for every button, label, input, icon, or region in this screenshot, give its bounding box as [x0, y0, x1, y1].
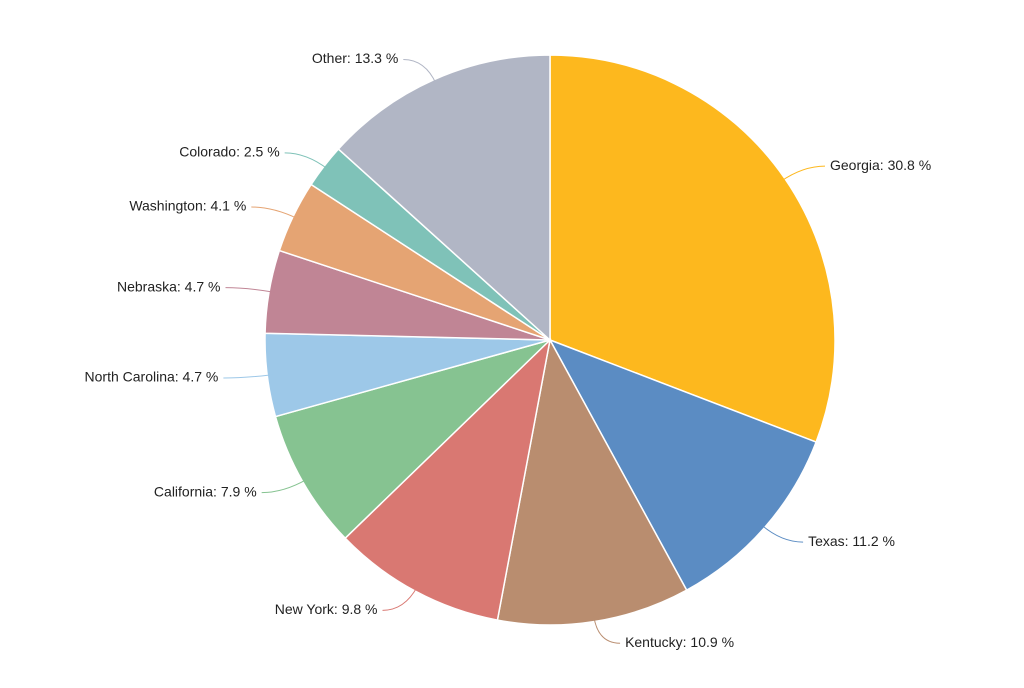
data-label: North Carolina: 4.7 % [85, 369, 219, 385]
data-label: Nebraska: 4.7 % [117, 278, 221, 294]
leader-line [593, 616, 621, 644]
leader-line [261, 478, 308, 494]
leader-line [284, 152, 329, 170]
leader-line [403, 58, 437, 85]
leader-line [382, 586, 418, 611]
data-label: Texas: 11.2 % [808, 533, 895, 549]
leader-line [225, 287, 275, 293]
data-label: New York: 9.8 % [275, 601, 378, 617]
leader-line [780, 165, 825, 182]
data-label: Colorado: 2.5 % [179, 144, 279, 160]
leader-line [251, 206, 298, 220]
data-label: Washington: 4.1 % [129, 198, 246, 214]
leader-line [760, 523, 804, 543]
data-label: Other: 13.3 % [312, 50, 398, 66]
leader-line [223, 374, 273, 379]
data-label: Georgia: 30.8 % [830, 157, 931, 173]
data-label: Kentucky: 10.9 % [625, 634, 734, 650]
data-label: California: 7.9 % [154, 483, 257, 499]
